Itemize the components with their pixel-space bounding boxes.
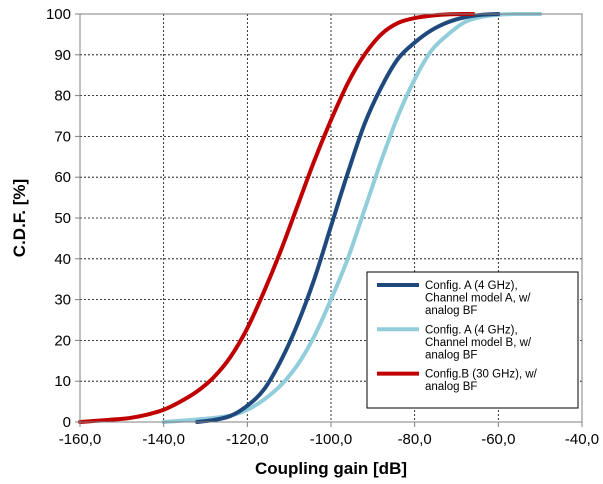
x-tick-label: -40,0 [565,431,599,448]
x-tick-label: -60,0 [481,431,515,448]
y-tick-label: 50 [54,210,71,227]
legend-item-2: Config. A (4 GHz),Channel model B, w/ana… [377,324,532,362]
y-axis-title: C.D.F. [%] [10,179,29,257]
legend-label-line: analog BF [425,381,477,393]
x-tick-label: -80,0 [398,431,432,448]
y-tick-label: 70 [54,128,71,145]
legend-item-1: Config. A (4 GHz),Channel model A, w/ana… [377,280,531,317]
y-tick-label: 60 [54,169,71,186]
y-tick-label: 30 [54,292,71,309]
y-tick-label: 20 [54,332,71,349]
legend-label-line: Config.B (30 GHz), w/ [425,369,538,381]
x-tick-label: -100,0 [310,431,353,448]
x-axis-tick-labels: -160,0 -140,0 -120,0 -100,0 -80,0 -60,0 -40,0 [59,422,599,448]
legend-label-line: Config. A (4 GHz), [425,324,518,336]
y-axis-tick-labels: 0 10 20 30 40 50 60 70 80 90 100 [46,6,80,431]
y-tick-label: 40 [54,251,71,268]
legend-label-line: analog BF [425,305,477,317]
series-line-1 [195,12,501,424]
series-lines [78,11,543,424]
legend-box [366,271,579,409]
x-tick-label: -160,0 [59,431,102,448]
y-tick-label: 10 [54,373,71,390]
legend: Config. A (4 GHz),Channel model A, w/ana… [366,271,579,409]
legend-label-line: Channel model B, w/ [425,337,532,349]
y-tick-label: 80 [54,88,71,105]
legend-label-line: Channel model A, w/ [425,293,531,305]
y-tick-label: 90 [54,47,71,64]
series-line-3 [78,11,476,424]
x-tick-label: -140,0 [142,431,185,448]
x-axis-title: Coupling gain [dB] [255,459,407,478]
x-tick-label: -120,0 [226,431,269,448]
y-tick-label: 0 [63,414,71,431]
y-tick-label: 100 [46,6,71,23]
legend-label-line: analog BF [425,350,477,362]
legend-label-line: Config. A (4 GHz), [425,280,518,292]
legend-item-3: Config.B (30 GHz), w/analog BF [377,369,538,393]
